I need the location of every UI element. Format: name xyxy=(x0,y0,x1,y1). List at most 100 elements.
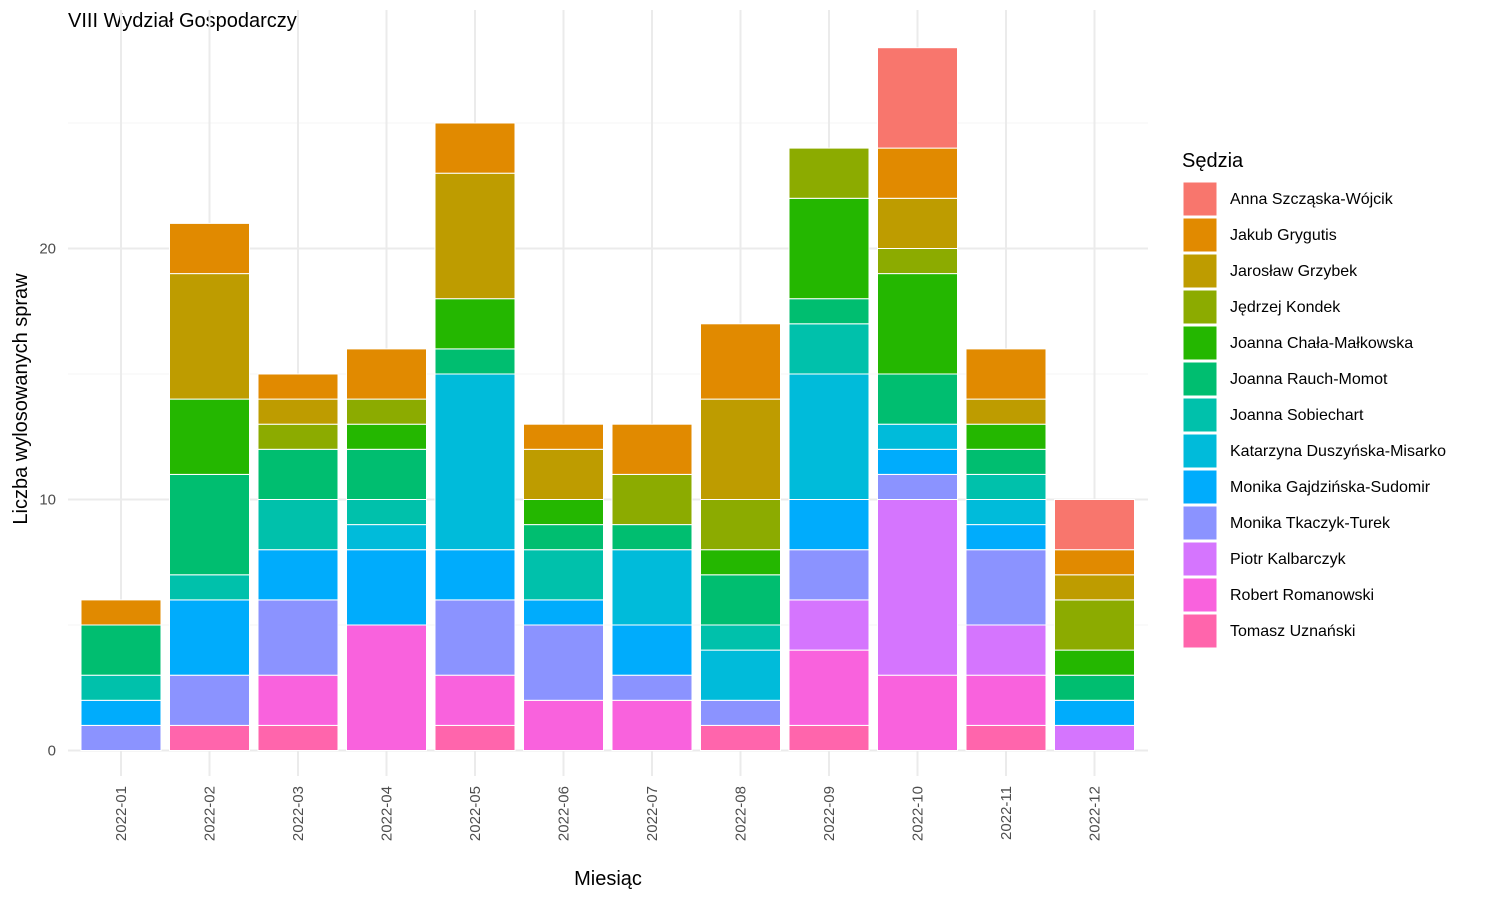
legend-title: Sędzia xyxy=(1182,150,1244,172)
bar-segment xyxy=(1054,549,1135,576)
bar-segment xyxy=(877,273,958,375)
bar-segment xyxy=(257,724,339,752)
bar-segment xyxy=(700,649,781,701)
bar-segment xyxy=(346,348,427,400)
bar-segment xyxy=(434,373,516,551)
y-tick-label: 20 xyxy=(39,241,56,258)
legend-label: Jakub Grygutis xyxy=(1230,227,1337,244)
bar-segment xyxy=(80,699,162,726)
bar-segment xyxy=(611,674,693,701)
legend-label: Tomasz Uznański xyxy=(1230,623,1355,640)
bar-segment xyxy=(965,448,1047,475)
x-tick-label: 2022-09 xyxy=(821,786,838,841)
bar-segment xyxy=(434,348,516,375)
bar-segment xyxy=(169,599,250,676)
bar-segment xyxy=(257,398,339,425)
bar-segment xyxy=(346,423,427,450)
y-tick-label: 10 xyxy=(39,492,56,509)
bar-segment xyxy=(788,724,870,752)
bar-segment xyxy=(611,549,693,626)
bar-segment xyxy=(965,549,1047,626)
bar-segment xyxy=(169,674,250,726)
bar-segment xyxy=(346,624,427,751)
x-tick-label: 2022-04 xyxy=(379,786,396,841)
bar-segment xyxy=(1054,574,1135,601)
bar-segment xyxy=(346,398,427,425)
legend-label: Katarzyna Duszyńska-Misarko xyxy=(1230,443,1446,460)
legend-swatch xyxy=(1182,325,1218,361)
legend-swatch xyxy=(1182,469,1218,505)
legend-swatch xyxy=(1182,253,1218,289)
legend-label: Monika Gajdzińska-Sudomir xyxy=(1230,479,1431,496)
bar-segment xyxy=(877,47,958,149)
x-tick-label: 2022-10 xyxy=(910,786,927,841)
bar-segment xyxy=(434,724,516,752)
bar-segment xyxy=(788,499,870,551)
bar-segment xyxy=(700,549,781,576)
bar-segment xyxy=(700,574,781,626)
bar-segment xyxy=(877,147,958,199)
legend-swatch xyxy=(1182,433,1218,469)
bar-segment xyxy=(788,298,870,325)
bar-segment xyxy=(169,398,250,475)
bar-segment xyxy=(700,724,781,752)
x-tick-label: 2022-07 xyxy=(644,786,661,841)
legend-label: Jędrzej Kondek xyxy=(1230,299,1341,316)
bar-segment xyxy=(80,624,162,676)
bar-segment xyxy=(788,323,870,375)
bar-segment xyxy=(257,499,339,551)
bar-segment xyxy=(965,348,1047,400)
legend-swatch xyxy=(1182,217,1218,253)
legend-swatch xyxy=(1182,577,1218,613)
x-axis-title: Miesiąc xyxy=(574,868,642,890)
bar-segment xyxy=(523,624,604,701)
bar-segment xyxy=(611,699,693,751)
bar-segment xyxy=(965,423,1047,450)
bar-segment xyxy=(700,699,781,726)
legend-label: Robert Romanowski xyxy=(1230,587,1374,604)
chart-title: VIII Wydział Gospodarczy xyxy=(68,10,297,32)
bar-segment xyxy=(965,674,1047,726)
legend-label: Piotr Kalbarczyk xyxy=(1230,551,1347,568)
bar-segment xyxy=(257,599,339,676)
y-axis-title: Liczba wylosowanych spraw xyxy=(10,273,32,525)
bar-segment xyxy=(80,724,162,752)
bar-segment xyxy=(523,699,604,751)
legend-swatch xyxy=(1182,541,1218,577)
bar-segment xyxy=(700,323,781,400)
bar-segment xyxy=(877,473,958,500)
bar-segment xyxy=(346,448,427,500)
bar-segment xyxy=(434,674,516,726)
x-tick-label: 2022-11 xyxy=(998,786,1015,840)
bar-segment xyxy=(434,172,516,300)
legend-swatch xyxy=(1182,397,1218,433)
legend-label: Jarosław Grzybek xyxy=(1230,263,1358,280)
legend: Sędzia Anna Szcząska-Wójcik Jakub Gryguti… xyxy=(1182,150,1446,649)
x-tick-label: 2022-05 xyxy=(467,786,484,841)
bar-segment xyxy=(169,273,250,400)
bar-segment xyxy=(1054,649,1135,676)
bar-segment xyxy=(788,649,870,726)
y-axis-ticks: 0 10 20 xyxy=(39,241,56,760)
bar-segment xyxy=(1054,674,1135,701)
bar-segment xyxy=(523,448,604,500)
bar-segment xyxy=(877,674,958,752)
bar-segment xyxy=(434,298,516,350)
legend-label: Monika Tkaczyk-Turek xyxy=(1230,515,1391,532)
bar-segment xyxy=(965,398,1047,425)
bar-segment xyxy=(788,147,870,199)
bar-segment xyxy=(169,222,250,275)
bar-segment xyxy=(257,423,339,450)
legend-swatch xyxy=(1182,505,1218,541)
bar-segment xyxy=(877,499,958,676)
y-tick-label: 0 xyxy=(48,743,56,760)
bar-segment xyxy=(523,524,604,551)
legend-swatch xyxy=(1182,361,1218,397)
x-tick-label: 2022-08 xyxy=(733,786,750,841)
bar-segment xyxy=(611,473,693,526)
bar-segment xyxy=(523,549,604,601)
bar-segment xyxy=(80,674,162,701)
bar-segment xyxy=(257,373,339,400)
x-tick-label: 2022-12 xyxy=(1087,786,1104,841)
bar-segment xyxy=(877,423,958,450)
